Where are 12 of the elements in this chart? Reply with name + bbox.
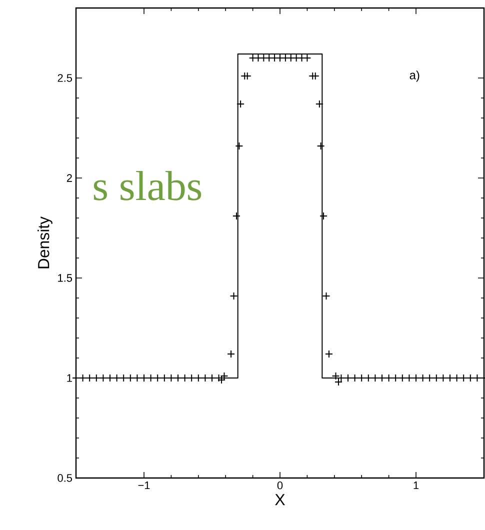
x-tick-label: 1 bbox=[414, 482, 419, 490]
annotation: a) bbox=[410, 70, 420, 82]
y-tick-label: 2 bbox=[66, 174, 72, 182]
y-tick-label: 2.5 bbox=[58, 74, 72, 82]
y-tick-label: 1.5 bbox=[58, 274, 72, 282]
x-tick-label: 0 bbox=[277, 482, 283, 490]
y-tick-label: 0.5 bbox=[58, 474, 72, 482]
y-axis-title: Density bbox=[38, 216, 52, 268]
y-tick-label: 1 bbox=[67, 374, 72, 382]
x-axis-title: X bbox=[275, 494, 285, 506]
x-tick-label: −1 bbox=[138, 482, 150, 490]
annotation: s slabs bbox=[94, 170, 202, 200]
